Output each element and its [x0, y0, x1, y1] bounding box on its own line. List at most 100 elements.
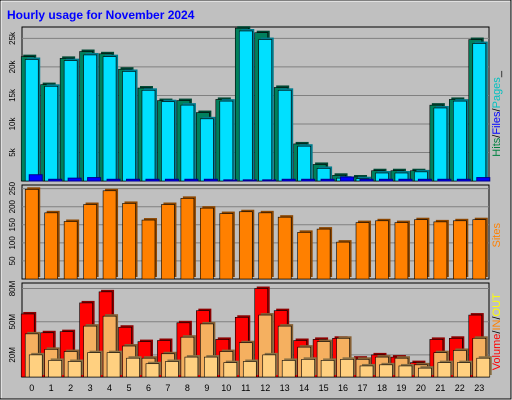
x-tick-label-12: 12: [260, 383, 270, 393]
sites-bar-sites-16: [336, 241, 350, 280]
hits-bar-pages-8: [184, 178, 199, 182]
volume-bar-out-9: [204, 356, 218, 378]
volume-bar-out-6: [145, 363, 160, 378]
sites-y-tick-label: 150: [8, 218, 17, 232]
chart-title: Hourly usage for November 2024: [7, 8, 195, 22]
hits-bar-files-3: [83, 54, 97, 182]
sites-bar-sites-7: [161, 204, 175, 280]
sites-bar-sites-14: [297, 232, 311, 280]
sites-bar-sites-23: [472, 219, 487, 280]
sites-panel: 50 100 150 200 250 Sites: [8, 181, 503, 280]
hits-bar-pages-11: [242, 179, 257, 182]
volume-bar-out-16: [340, 359, 354, 378]
volume-bar-out-13: [281, 360, 296, 378]
volume-bar-out-0: [28, 354, 43, 378]
volume-bar-out-8: [184, 356, 199, 378]
volume-bar-out-10: [223, 362, 238, 378]
hits-side-label: Hits/Files/Pages_: [491, 70, 503, 157]
volume-bar-out-22: [457, 362, 471, 378]
x-tick-label-7: 7: [165, 383, 170, 393]
hits-bar-files-22: [453, 100, 467, 182]
sites-bar-sites-3: [83, 204, 97, 280]
volume-bar-out-11: [242, 361, 257, 378]
x-axis-tick-labels: 0 1 2 3 4 5 6 7 8 9 10 11 12 13 14 15 16 17 18 19 20 21 22 23: [29, 383, 484, 393]
volume-bar-out-14: [301, 359, 315, 378]
x-tick-label-14: 14: [299, 383, 309, 393]
sites-y-tick-label: 100: [8, 236, 17, 250]
sites-side-label: Sites: [491, 223, 503, 248]
sites-bar-sites-2: [63, 221, 78, 280]
hits-bar-files-2: [63, 60, 78, 182]
volume-y-tick-label: 20M: [8, 347, 17, 363]
hits-bar-files-17-shadow: [358, 176, 372, 179]
volume-bar-out-19: [398, 365, 413, 378]
volume-bar-out-21: [437, 362, 452, 378]
hits-side-label-part: Hits: [491, 137, 503, 156]
volume-y-tick-label: 80M: [8, 280, 17, 296]
volume-side-label-part: /: [491, 316, 503, 320]
sites-y-tick-label: 250: [8, 181, 17, 195]
hits-bar-files-4: [102, 56, 117, 182]
hits-bar-files-14: [297, 145, 311, 182]
sites-y-tick-label: 50: [8, 256, 17, 265]
x-tick-label-2: 2: [68, 383, 73, 393]
hits-side-label-part: Pages: [491, 77, 503, 109]
hits-bar-pages-6: [145, 178, 160, 182]
x-tick-label-4: 4: [107, 383, 112, 393]
hits-side-label-part: /: [491, 107, 503, 111]
hits-bar-pages-7: [164, 178, 179, 182]
x-tick-label-5: 5: [127, 383, 132, 393]
sites-side-label-part: Sites: [491, 223, 503, 248]
volume-side-label-part: /: [491, 330, 503, 334]
volume-side-label: Volume/IN/OUT: [491, 293, 503, 370]
chart-panels: 5k10k15k20k25kHits/Files/Pages_501001502…: [8, 26, 503, 378]
hits-bar-pages-10: [223, 179, 238, 182]
hits-bar-pages-22: [456, 178, 471, 182]
volume-bar-out-5: [126, 357, 140, 378]
sites-bar-sites-1: [44, 212, 58, 280]
x-tick-label-16: 16: [338, 383, 348, 393]
volume-bar-out-7: [165, 361, 179, 378]
hits-bar-files-0: [24, 59, 39, 182]
x-tick-label-23: 23: [474, 383, 484, 393]
x-tick-label-3: 3: [88, 383, 93, 393]
sites-bar-sites-6: [141, 219, 156, 280]
sites-bar-sites-9: [200, 207, 214, 280]
hits-bar-files-13: [277, 90, 292, 182]
hits-bar-pages-21: [437, 178, 452, 182]
sites-bar-sites-12: [258, 212, 273, 280]
sites-bar-sites-17: [355, 222, 370, 280]
hits-bar-pages-9: [203, 178, 218, 182]
volume-side-label-part: OUT: [491, 293, 503, 317]
hits-bar-files-11: [238, 30, 253, 182]
x-tick-label-15: 15: [319, 383, 329, 393]
hits-bar-pages-23: [476, 177, 491, 182]
hits-bar-files-10: [219, 100, 234, 182]
sites-bar-sites-11: [238, 211, 253, 280]
hits-bar-pages-12: [262, 179, 277, 182]
hits-bar-pages-16: [340, 176, 355, 182]
x-tick-label-11: 11: [241, 383, 250, 393]
x-tick-label-1: 1: [49, 383, 54, 393]
hits-bar-files-6: [141, 90, 156, 182]
x-tick-label-8: 8: [185, 383, 190, 393]
volume-bar-out-15: [320, 360, 335, 378]
hits-bar-files-23: [472, 43, 487, 182]
sites-bar-sites-0: [24, 189, 39, 280]
volume-bar-out-2: [67, 361, 82, 378]
hits-y-tick-label: 15k: [8, 88, 17, 102]
hits-bar-pages-1: [48, 178, 63, 182]
sites-bar-sites-22: [453, 220, 467, 280]
volume-bar-out-3: [87, 352, 101, 378]
hits-bar-pages-13: [281, 178, 296, 182]
hits-side-label-part: Files: [491, 111, 503, 135]
x-tick-label-22: 22: [455, 383, 465, 393]
hits-bar-pages-3: [87, 177, 102, 182]
x-tick-label-9: 9: [204, 383, 209, 393]
volume-side-label-part: Volume: [491, 334, 503, 371]
sites-bar-sites-4: [102, 190, 117, 280]
x-tick-label-6: 6: [146, 383, 151, 393]
x-tick-label-10: 10: [221, 383, 231, 393]
